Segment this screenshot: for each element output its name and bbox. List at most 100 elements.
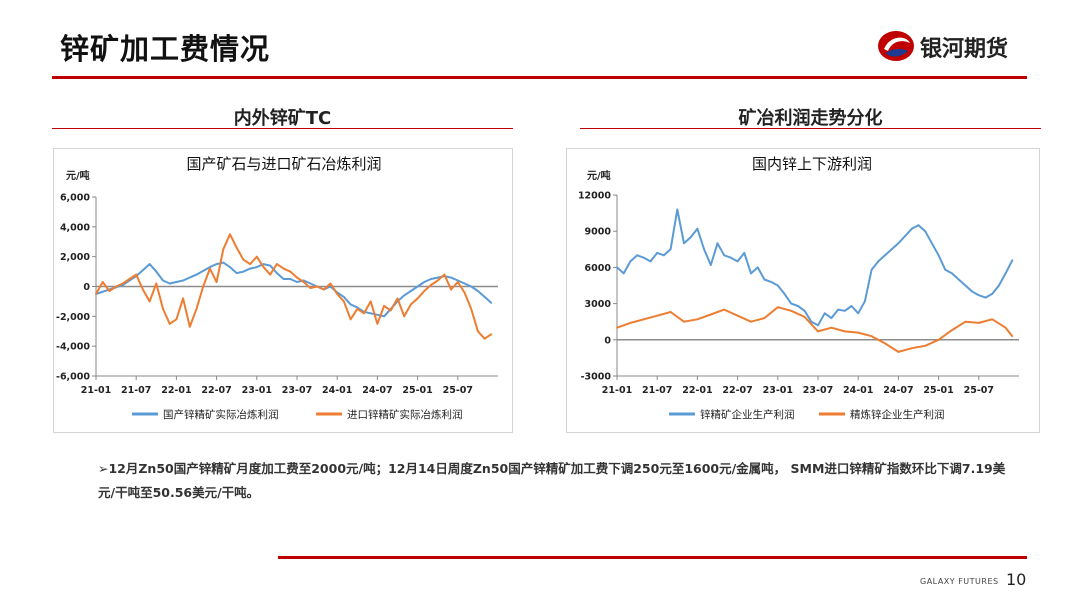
series-point	[276, 263, 278, 266]
series-point	[1011, 335, 1014, 338]
series-point	[389, 309, 392, 312]
series-point	[195, 273, 198, 276]
series-point	[897, 350, 900, 353]
series-point	[1004, 272, 1007, 275]
series-point	[723, 308, 726, 311]
series-point	[703, 248, 705, 251]
series-point	[162, 279, 164, 282]
series-point	[629, 322, 632, 324]
series-point	[209, 266, 211, 269]
series-point	[1011, 259, 1014, 262]
series-point	[410, 290, 412, 292]
x-tick-label: 23-01	[763, 385, 793, 396]
series-point	[423, 281, 426, 283]
series-point	[763, 317, 766, 319]
commentary-text: ➢12月Zn50国产锌精矿月度加工费至2000元/吨；12月14日周度Zn50国…	[98, 461, 1006, 500]
series-point	[857, 331, 860, 334]
series-point	[383, 315, 385, 318]
series-point	[316, 285, 318, 288]
chart-panel-right: 国内锌上下游利润 元/吨 12000 9000 6000 3000 0 -3000 21-01 2…	[566, 148, 1040, 433]
series-point	[148, 263, 151, 266]
x-tick-label: 24-07	[883, 385, 913, 396]
series-point	[616, 266, 618, 269]
section-title-right: 矿冶利润走势分化	[738, 108, 883, 129]
series-point	[477, 290, 479, 292]
series-point	[456, 281, 459, 283]
footer-divider	[278, 556, 1027, 559]
series-point	[383, 304, 385, 307]
series-point	[683, 242, 685, 245]
series-point	[736, 314, 739, 317]
series-point	[937, 338, 940, 341]
series-point	[1004, 326, 1007, 329]
series-point	[168, 322, 171, 325]
series-line-orange	[95, 233, 492, 340]
series-point	[750, 320, 752, 323]
series-point	[776, 306, 779, 309]
series-point	[121, 282, 124, 285]
series-point	[302, 281, 305, 283]
series-point	[790, 302, 793, 305]
series-point	[689, 236, 692, 239]
series-point	[730, 256, 732, 259]
series-point	[642, 256, 645, 259]
series-point	[783, 293, 786, 295]
x-tick-label: 21-07	[121, 385, 151, 396]
series-point	[436, 279, 439, 282]
series-point	[656, 252, 659, 254]
series-point	[101, 281, 104, 283]
series-point	[376, 313, 379, 316]
series-point	[964, 284, 967, 287]
series-point	[249, 267, 252, 270]
section-divider-left	[52, 128, 513, 129]
series-point	[931, 242, 933, 245]
series-point	[957, 278, 960, 281]
series-point	[696, 227, 699, 230]
series-point	[349, 318, 352, 321]
series-point	[349, 303, 352, 306]
x-tick-label: 22-07	[722, 385, 752, 396]
series-point	[115, 285, 117, 288]
series-point	[696, 318, 699, 321]
series-point	[864, 300, 866, 303]
series-point	[477, 330, 479, 333]
series-point	[830, 317, 833, 319]
series-point	[175, 281, 178, 283]
series-point	[249, 263, 252, 266]
series-point	[622, 272, 625, 275]
series-point	[276, 272, 278, 274]
logo-text: 银河期货	[920, 37, 1009, 62]
series-point	[991, 293, 994, 295]
x-tick-label: 23-01	[242, 385, 272, 396]
section-title-left: 内外锌矿TC	[233, 108, 332, 129]
header-divider	[52, 76, 1027, 79]
series-point	[810, 320, 813, 323]
series-point	[289, 270, 292, 273]
series-point	[162, 307, 164, 310]
y-tick-label: 0	[604, 335, 611, 346]
series-point	[723, 254, 726, 257]
series-point	[135, 273, 138, 276]
x-tick-label: 25-01	[402, 385, 432, 396]
series-point	[736, 260, 739, 263]
series-line-blue	[95, 261, 492, 318]
series-point	[423, 290, 426, 292]
y-axis-unit-label: 元/吨	[587, 169, 611, 182]
series-point	[142, 288, 144, 291]
series-point	[817, 330, 819, 333]
series-point	[977, 322, 980, 324]
series-line-orange	[616, 306, 1014, 353]
series-point	[410, 303, 412, 306]
series-point	[870, 335, 873, 338]
series-point	[202, 285, 205, 288]
series-point	[269, 264, 272, 267]
x-tick-label: 22-07	[201, 385, 231, 396]
series-point	[897, 242, 900, 245]
series-point	[817, 324, 819, 327]
series-point	[790, 309, 793, 312]
series-point	[716, 242, 719, 245]
x-tick-label: 21-01	[602, 385, 632, 396]
series-point	[416, 285, 419, 288]
